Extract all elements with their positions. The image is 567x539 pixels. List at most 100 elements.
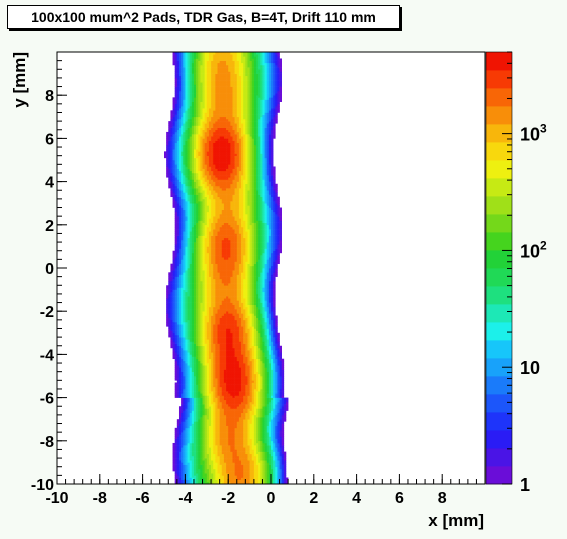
heatmap-cell (221, 326, 225, 329)
heatmap-cell (228, 475, 231, 478)
heatmap-cell (198, 401, 201, 405)
heatmap-cell (226, 285, 229, 288)
heatmap-cell (208, 455, 212, 459)
heatmap-cell (249, 285, 253, 288)
heatmap-cell (176, 460, 180, 463)
heatmap-cell (204, 324, 208, 327)
heatmap-cell (277, 471, 280, 474)
heatmap-cell (211, 380, 214, 383)
heatmap-cell (193, 395, 197, 398)
heatmap-cell (277, 376, 280, 379)
heatmap-cell (232, 458, 235, 461)
heatmap-cell (183, 345, 186, 349)
heatmap-cell (230, 382, 233, 385)
heatmap-cell (223, 276, 227, 280)
heatmap-cell (187, 380, 190, 383)
heatmap-cell (266, 384, 270, 388)
heatmap-cell (264, 285, 268, 288)
heatmap-cell (221, 291, 225, 295)
heatmap-cell (228, 391, 231, 394)
heatmap-cell (247, 365, 250, 368)
heatmap-cell (215, 380, 218, 383)
heatmap-cell (249, 414, 253, 418)
heatmap-cell (213, 455, 216, 459)
heatmap-cell (260, 451, 263, 455)
heatmap-cell (268, 475, 272, 478)
heatmap-cell (253, 401, 257, 405)
heatmap-cell (189, 306, 193, 310)
heatmap-cell (241, 455, 244, 459)
heatmap-cell (178, 360, 182, 364)
heatmap-cell (202, 309, 205, 312)
heatmap-cell (213, 466, 216, 470)
heatmap-cell (268, 388, 272, 392)
heatmap-cell (264, 319, 268, 323)
heatmap-cell (243, 393, 246, 396)
heatmap-cell (264, 293, 268, 297)
heatmap-cell (226, 317, 229, 321)
heatmap-cell (236, 337, 240, 340)
heatmap-cell (247, 440, 250, 444)
heatmap-cell (264, 289, 268, 293)
heatmap-cell (271, 313, 274, 316)
heatmap-cell (228, 434, 231, 437)
heatmap-cell (268, 423, 272, 426)
heatmap-cell (245, 458, 248, 461)
heatmap-cell (264, 421, 268, 424)
heatmap-cell (196, 417, 199, 420)
heatmap-cell (185, 304, 188, 308)
heatmap-cell (211, 343, 214, 347)
heatmap-cell (266, 317, 270, 321)
heatmap-cell (185, 334, 188, 338)
heatmap-cell (206, 293, 210, 297)
heatmap-cell (251, 449, 255, 452)
heatmap-cell (230, 339, 233, 342)
heatmap-cell (187, 479, 190, 483)
heatmap-cell (281, 393, 285, 396)
heatmap-cell (198, 399, 201, 403)
heatmap-cell (193, 417, 197, 420)
heatmap-cell (189, 408, 193, 411)
heatmap-cell (198, 471, 201, 474)
heatmap-cell (234, 471, 238, 474)
heatmap-cell (279, 363, 282, 366)
heatmap-cell (241, 360, 244, 364)
heatmap-cell (206, 373, 210, 377)
heatmap-cell (204, 445, 208, 448)
heatmap-cell (217, 393, 220, 396)
heatmap-cell (258, 449, 261, 452)
heatmap-cell (185, 436, 188, 439)
heatmap-cell (189, 309, 193, 312)
heatmap-cell (198, 395, 201, 398)
heatmap-cell (211, 352, 214, 355)
heatmap-cell (191, 306, 195, 310)
heatmap-cell (202, 300, 205, 303)
heatmap-cell (166, 298, 169, 301)
heatmap-cell (183, 462, 186, 465)
heatmap-cell (178, 406, 182, 409)
heatmap-cell (187, 300, 190, 303)
heatmap-cell (264, 280, 268, 284)
heatmap-cell (202, 475, 205, 478)
heatmap-cell (249, 412, 253, 416)
heatmap-cell (174, 289, 178, 293)
heatmap-cell (223, 481, 227, 485)
heatmap-cell (273, 313, 276, 316)
heatmap-cell (241, 427, 244, 431)
heatmap-cell (271, 427, 274, 431)
heatmap-cell (196, 376, 199, 379)
heatmap-cell (208, 440, 212, 444)
heatmap-cell (251, 395, 255, 398)
heatmap-cell (204, 447, 208, 450)
heatmap-cell (185, 287, 188, 290)
heatmap-cell (266, 464, 270, 468)
heatmap-cell (279, 417, 282, 420)
heatmap-cell (268, 326, 272, 329)
heatmap-cell (258, 302, 261, 306)
heatmap-cell (228, 477, 231, 480)
heatmap-cell (187, 442, 190, 446)
heatmap-cell (204, 347, 208, 351)
heatmap-cell (262, 347, 265, 351)
heatmap-cell (253, 458, 257, 461)
heatmap-cell (211, 419, 214, 422)
